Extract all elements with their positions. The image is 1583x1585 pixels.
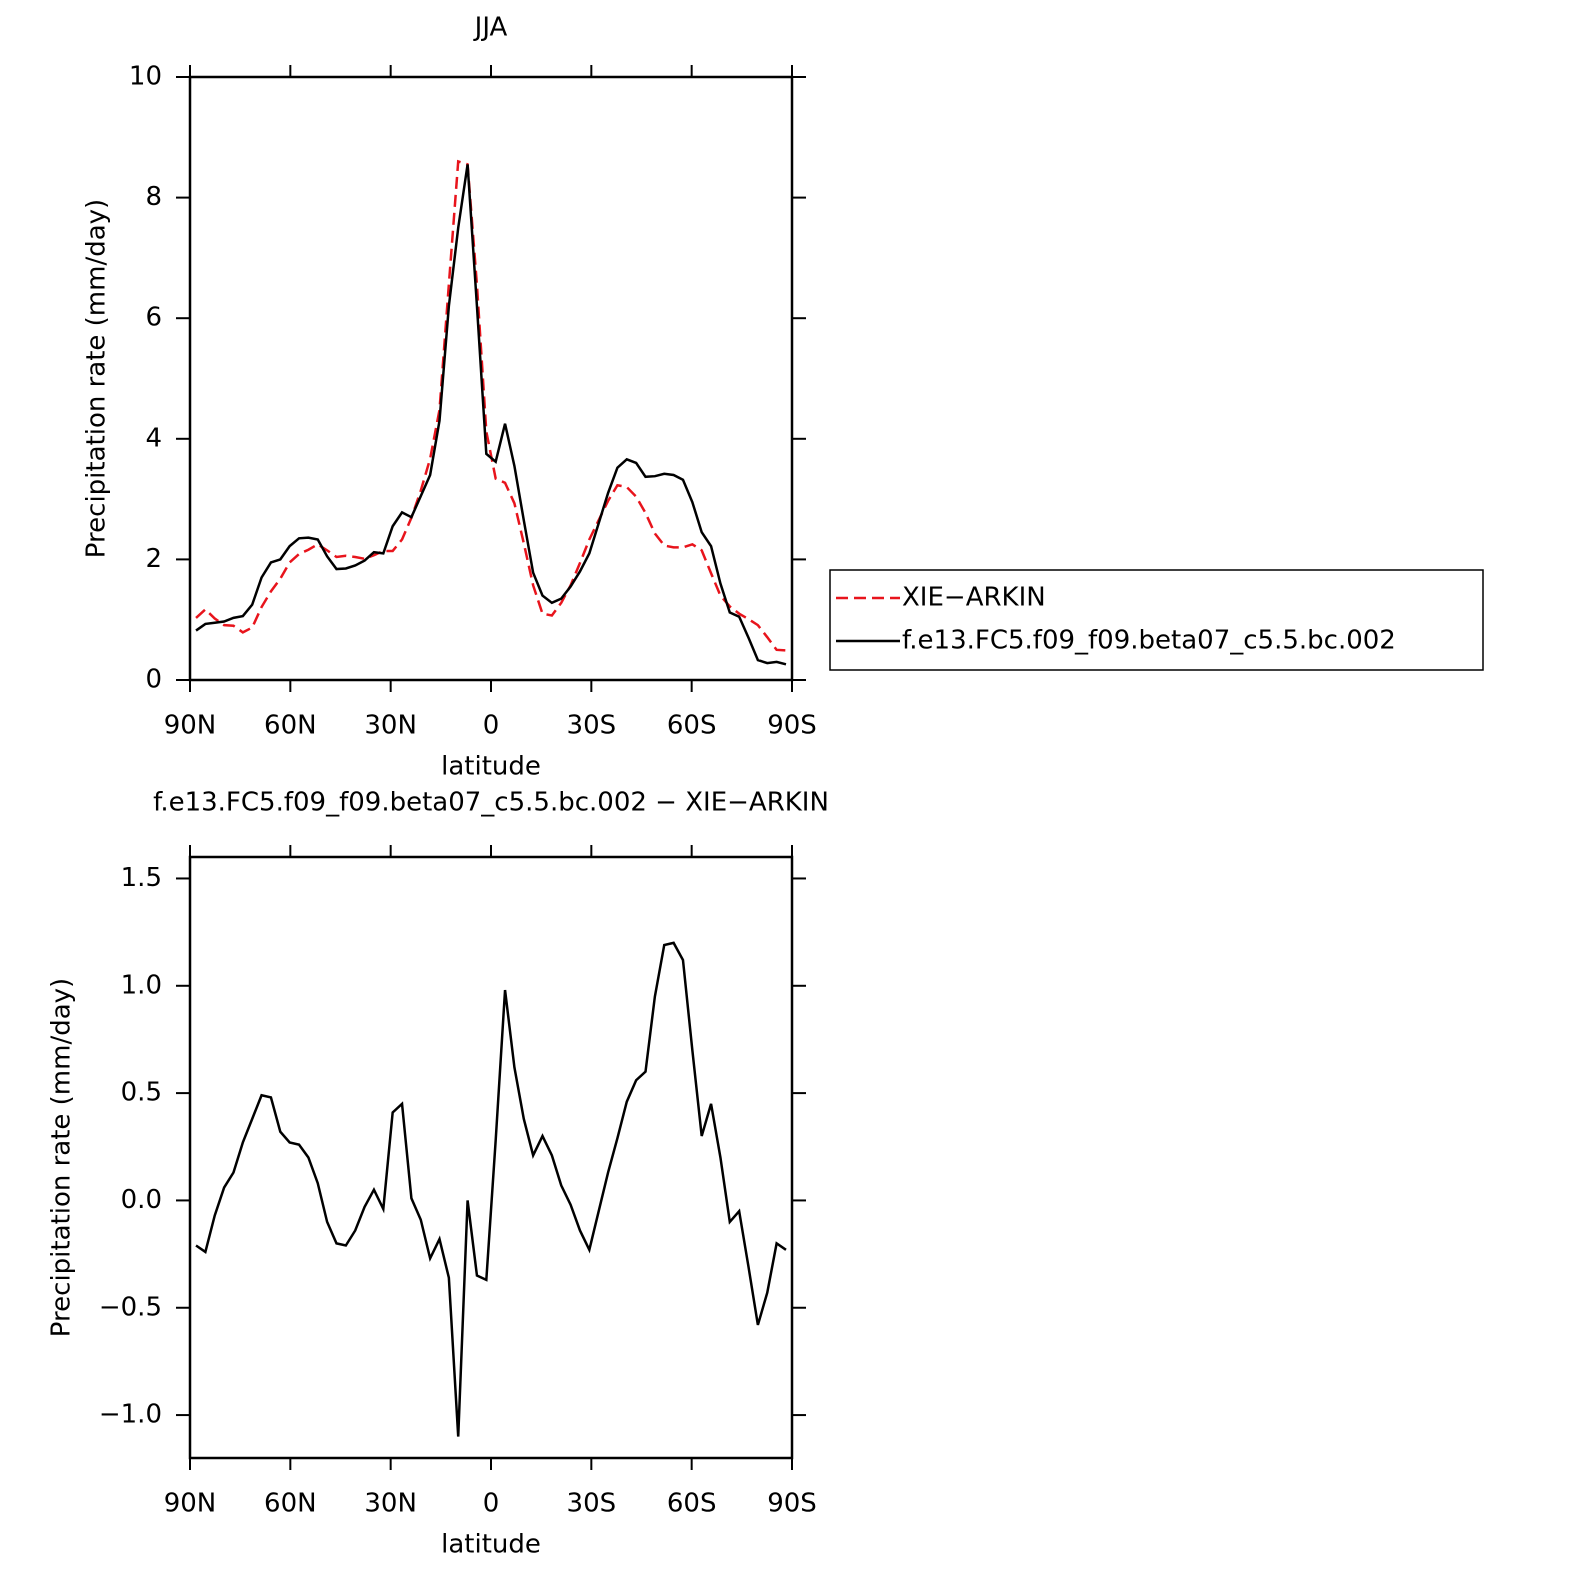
legend-label: XIE−ARKIN bbox=[902, 583, 1046, 613]
x-tick-label: 60N bbox=[264, 711, 317, 741]
y-tick-label: 0.0 bbox=[121, 1185, 162, 1215]
x-tick-label: 90N bbox=[164, 711, 217, 741]
x-axis-label: latitude bbox=[441, 1530, 541, 1560]
x-tick-label: 0 bbox=[483, 711, 500, 741]
x-tick-label: 90N bbox=[164, 1489, 217, 1519]
data-line bbox=[195, 941, 787, 1437]
x-tick-label: 0 bbox=[483, 1489, 500, 1519]
data-line bbox=[195, 164, 787, 666]
y-axis-label: Precipitation rate (mm/day) bbox=[82, 199, 112, 558]
chart-title: JJA bbox=[473, 13, 508, 43]
chart-title: f.e13.FC5.f09_f09.beta07_c5.5.bc.002 − X… bbox=[153, 788, 829, 818]
y-tick-label: −0.5 bbox=[99, 1292, 162, 1322]
x-tick-label: 90S bbox=[767, 1489, 817, 1519]
y-tick-label: 8 bbox=[145, 182, 162, 212]
y-tick-label: 1.5 bbox=[121, 863, 162, 893]
y-tick-label: 2 bbox=[145, 544, 162, 574]
y-tick-label: −1.0 bbox=[99, 1400, 162, 1430]
x-tick-label: 60N bbox=[264, 1489, 317, 1519]
legend-label: f.e13.FC5.f09_f09.beta07_c5.5.bc.002 bbox=[902, 626, 1396, 656]
y-tick-label: 0.5 bbox=[121, 1078, 162, 1108]
x-tick-label: 60S bbox=[667, 711, 717, 741]
y-tick-label: 10 bbox=[129, 62, 162, 92]
y-axis-label: Precipitation rate (mm/day) bbox=[47, 978, 77, 1337]
x-tick-label: 30N bbox=[364, 1489, 417, 1519]
x-tick-label: 30S bbox=[567, 711, 617, 741]
x-axis-label: latitude bbox=[441, 752, 541, 782]
y-tick-label: 1.0 bbox=[121, 970, 162, 1000]
y-tick-label: 6 bbox=[145, 303, 162, 333]
y-tick-label: 0 bbox=[145, 665, 162, 695]
legend-box bbox=[829, 569, 1484, 671]
plot-frame bbox=[188, 855, 794, 1460]
x-tick-label: 90S bbox=[767, 711, 817, 741]
x-tick-label: 30S bbox=[567, 1489, 617, 1519]
y-tick-label: 4 bbox=[145, 423, 162, 453]
x-tick-label: 60S bbox=[667, 1489, 717, 1519]
data-line bbox=[195, 159, 787, 652]
x-tick-label: 30N bbox=[364, 711, 417, 741]
plot-frame bbox=[188, 75, 794, 682]
